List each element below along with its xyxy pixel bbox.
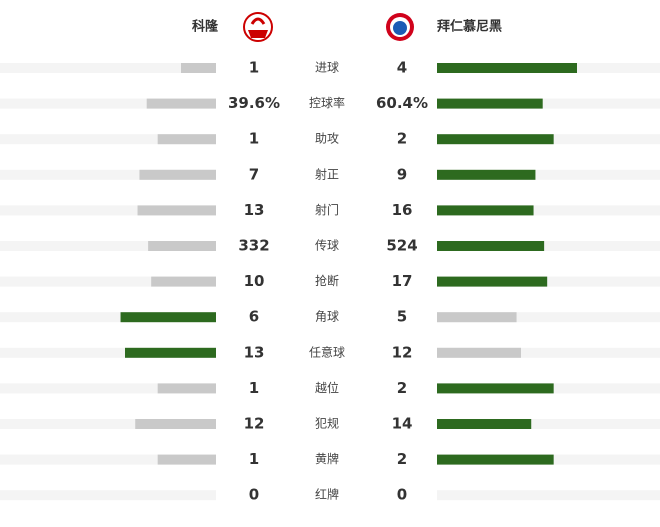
away-value: 524 (386, 237, 417, 255)
home-value: 7 (249, 165, 259, 183)
home-value: 0 (249, 486, 259, 504)
stat-label: 传球 (315, 238, 339, 253)
row-strip (437, 490, 660, 501)
away-bar (437, 454, 554, 465)
stat-label: 角球 (315, 310, 339, 324)
home-bar (139, 169, 216, 180)
home-value: 1 (249, 59, 259, 77)
away-logo (386, 13, 414, 41)
stat-label: 红牌 (315, 487, 339, 502)
stat-label: 任意球 (309, 344, 345, 359)
stat-label: 抢断 (315, 273, 339, 288)
home-value: 13 (244, 343, 265, 361)
home-bar (146, 98, 216, 109)
away-value: 60.4% (376, 94, 428, 112)
row-strip (0, 63, 216, 73)
away-team: 拜仁慕尼黑 (437, 19, 502, 35)
row-strip (0, 312, 216, 323)
row-strip (0, 383, 216, 394)
away-bar (437, 63, 577, 73)
home-bar (148, 241, 216, 251)
row-strip (0, 454, 216, 465)
away-value: 2 (397, 379, 407, 397)
away-bar (437, 205, 534, 216)
row-strip (437, 347, 660, 358)
home-value: 12 (244, 415, 265, 433)
row-strip (437, 98, 660, 109)
home-bar (151, 276, 216, 287)
away-value: 2 (397, 450, 407, 468)
home-bar (181, 63, 216, 73)
away-value: 2 (397, 130, 407, 148)
row-strip (437, 276, 660, 287)
row-strip (0, 419, 216, 429)
home-value: 13 (244, 201, 265, 219)
away-value: 12 (392, 343, 413, 361)
home-bar (125, 347, 216, 358)
home-value: 1 (249, 130, 259, 148)
home-value: 332 (238, 237, 269, 255)
home-bar (120, 312, 216, 323)
away-bar (437, 98, 543, 109)
row-strip (0, 276, 216, 287)
row-strip (0, 490, 216, 501)
away-bar (437, 419, 532, 429)
home-bar (135, 419, 216, 429)
away-bar (437, 383, 554, 394)
row-strip (437, 169, 660, 180)
stat-label: 助攻 (315, 132, 339, 146)
row-strip (0, 134, 216, 145)
stat-label: 越位 (315, 380, 339, 395)
home-bar (157, 134, 216, 145)
stat-label: 控球率 (309, 95, 345, 110)
away-bar (437, 347, 521, 358)
home-bar (157, 383, 216, 394)
home-logo (243, 12, 273, 42)
away-value: 17 (392, 272, 413, 290)
home-bar (137, 205, 216, 216)
home-value: 10 (244, 272, 265, 290)
away-bar (437, 134, 554, 145)
row-strip (0, 98, 216, 109)
row-strip (0, 241, 216, 251)
stat-label: 犯规 (315, 416, 339, 431)
row-strip (437, 241, 660, 251)
row-strip (437, 205, 660, 216)
away-value: 9 (397, 165, 407, 183)
home-team: 科隆 (192, 19, 219, 35)
stat-label: 射正 (315, 166, 339, 181)
away-value: 0 (397, 486, 407, 504)
away-bar (437, 312, 517, 323)
row-strip (0, 347, 216, 358)
home-value: 6 (249, 308, 259, 326)
row-strip (0, 169, 216, 180)
away-value: 16 (392, 201, 413, 219)
home-value: 1 (249, 379, 259, 397)
row-strip (437, 419, 660, 429)
stat-label: 射门 (315, 202, 339, 217)
away-bar (437, 276, 548, 287)
row-strip (437, 312, 660, 323)
home-value: 1 (249, 450, 259, 468)
row-strip (0, 205, 216, 216)
away-bar (437, 241, 545, 251)
away-value: 14 (392, 415, 413, 433)
away-value: 5 (397, 308, 407, 326)
stat-label: 黄牌 (315, 452, 339, 466)
away-value: 4 (397, 59, 407, 77)
home-bar (157, 454, 216, 465)
away-bar (437, 169, 536, 180)
stat-label: 进球 (315, 61, 339, 75)
home-value: 39.6% (228, 94, 280, 112)
